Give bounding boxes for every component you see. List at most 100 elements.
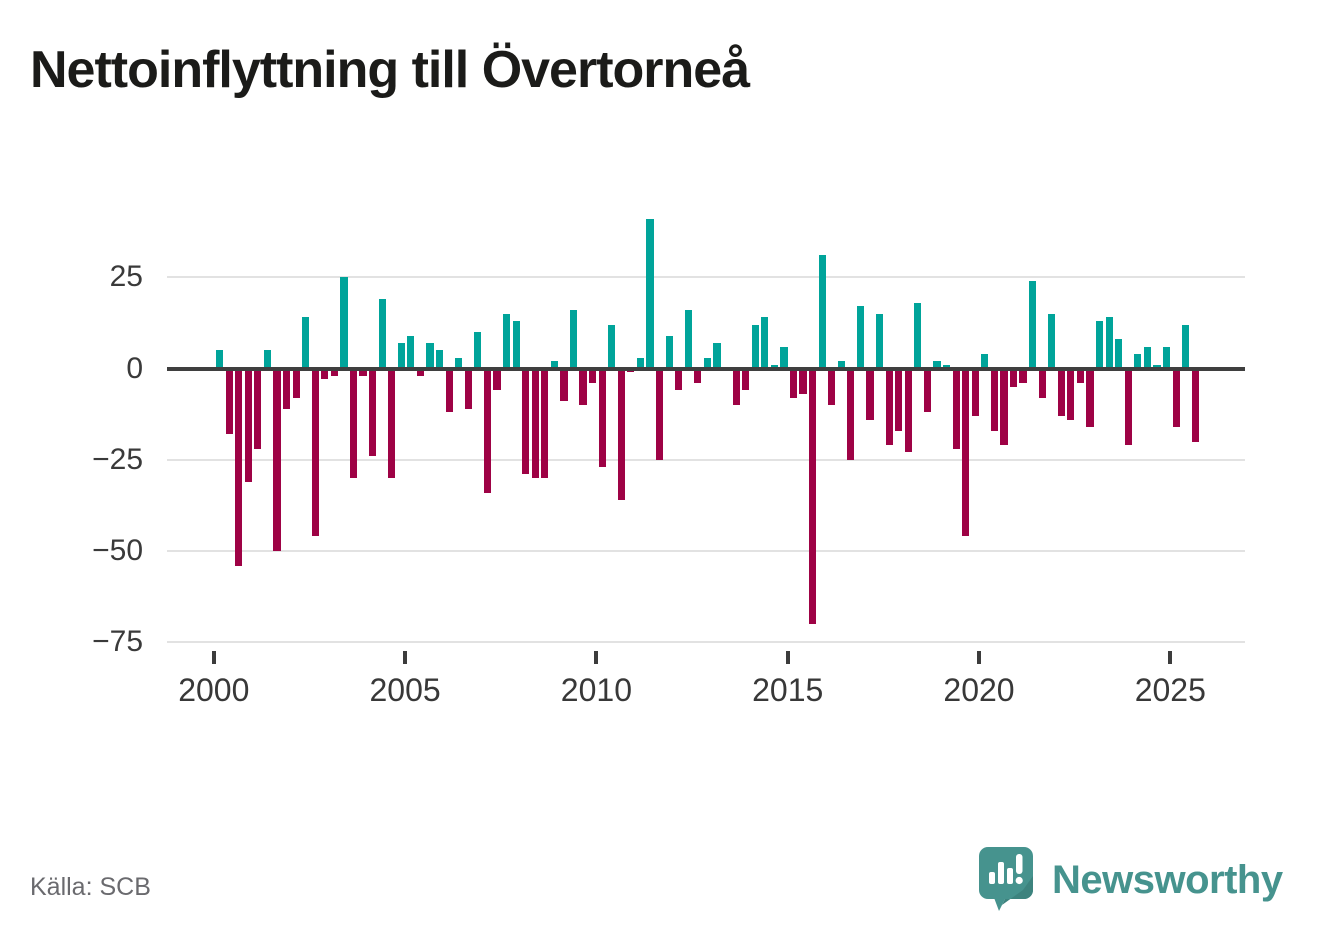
- bar-2020-Q1: [981, 353, 989, 369]
- zero-baseline: [167, 366, 1245, 371]
- bar-2023-Q1: [1095, 321, 1104, 369]
- bar-2013-Q3: [732, 368, 740, 406]
- bar-2002-Q3: [311, 368, 319, 537]
- y-axis-label-0: 0: [126, 351, 143, 385]
- x-axis-label-2020: 2020: [943, 672, 1015, 708]
- bar-2015-Q4: [818, 255, 826, 369]
- gridline-y-25: [167, 276, 1245, 279]
- bar-2003-Q3: [349, 368, 358, 479]
- bar-2024-Q1: [1134, 353, 1142, 369]
- bar-2005-Q3: [426, 342, 434, 369]
- bar-2012-Q1: [675, 368, 683, 391]
- bar-2001-Q3: [273, 368, 281, 552]
- bar-2000-Q3: [235, 368, 243, 566]
- y-axis-label--25: −25: [92, 442, 143, 476]
- bar-2009-Q3: [579, 368, 587, 406]
- bar-2007-Q2: [493, 368, 501, 391]
- bar-2022-Q4: [1086, 368, 1094, 427]
- bar-2020-Q2: [990, 368, 998, 431]
- bar-2014-Q4: [780, 346, 788, 369]
- gridline-y--50: [167, 550, 1245, 553]
- bar-2010-Q3: [617, 368, 625, 500]
- bar-2007-Q1: [483, 368, 491, 493]
- bar-2008-Q4: [550, 361, 558, 369]
- x-axis-tick-2025: [1168, 651, 1173, 664]
- bar-2005-Q4: [435, 350, 444, 369]
- bar-2013-Q1: [713, 342, 721, 369]
- bar-2000-Q1: [216, 350, 224, 369]
- bar-2006-Q2: [455, 357, 463, 369]
- gridline-y--75: [167, 641, 1245, 644]
- bar-2009-Q2: [569, 310, 578, 369]
- bar-2019-Q2: [952, 368, 960, 449]
- y-axis-label--50: −50: [92, 534, 143, 568]
- bar-2011-Q2: [646, 218, 654, 369]
- bar-2016-Q2: [837, 361, 845, 369]
- x-axis-label-2005: 2005: [369, 672, 441, 708]
- bar-2017-Q3: [885, 368, 893, 446]
- bar-2004-Q4: [397, 342, 405, 369]
- bar-2018-Q2: [914, 302, 922, 369]
- bar-2023-Q2: [1105, 317, 1113, 369]
- bar-2018-Q4: [933, 361, 941, 369]
- bar-2003-Q4: [359, 368, 367, 376]
- bar-2003-Q1: [330, 368, 338, 376]
- bar-2011-Q4: [665, 335, 673, 369]
- newsworthy-chart-bubble-icon: [979, 847, 1033, 911]
- bar-2021-Q3: [1038, 368, 1046, 398]
- bar-2014-Q2: [761, 317, 769, 369]
- x-axis-label-2010: 2010: [560, 672, 632, 708]
- bar-2021-Q1: [1019, 368, 1027, 384]
- bar-2011-Q1: [636, 357, 645, 369]
- bar-2012-Q2: [684, 310, 692, 369]
- bar-2017-Q2: [875, 313, 884, 369]
- bar-2011-Q3: [655, 368, 664, 460]
- x-axis-tick-2020: [977, 651, 981, 664]
- bar-2019-Q3: [962, 368, 970, 537]
- bar-2021-Q2: [1029, 280, 1037, 369]
- source-note: Källa: SCB: [30, 873, 151, 901]
- bar-2004-Q3: [388, 368, 396, 479]
- bar-2025-Q2: [1182, 324, 1190, 369]
- bar-2016-Q1: [828, 368, 836, 406]
- bar-2020-Q3: [1000, 368, 1008, 446]
- bar-2016-Q4: [856, 306, 865, 369]
- bar-2006-Q1: [445, 368, 453, 413]
- bar-2022-Q2: [1067, 368, 1075, 420]
- bar-2006-Q4: [474, 331, 482, 369]
- bar-2008-Q3: [541, 368, 549, 479]
- bar-2023-Q4: [1124, 368, 1132, 446]
- bar-2017-Q4: [895, 368, 903, 431]
- bar-2009-Q1: [560, 368, 568, 402]
- y-axis-label-25: 25: [109, 260, 143, 294]
- bar-2003-Q2: [340, 277, 348, 369]
- x-axis-label-2015: 2015: [752, 672, 824, 708]
- bar-2005-Q2: [416, 368, 425, 376]
- bar-2021-Q4: [1048, 313, 1056, 369]
- bar-2025-Q3: [1191, 368, 1199, 442]
- newsworthy-logo: Newsworthy: [978, 846, 1283, 914]
- bar-2019-Q4: [971, 368, 979, 416]
- bar-2005-Q1: [407, 335, 415, 369]
- chart-title: Nettoinflyttning till Övertorneå: [30, 41, 750, 99]
- bar-2000-Q2: [225, 368, 233, 435]
- bar-2023-Q3: [1115, 339, 1123, 369]
- x-axis-label-2025: 2025: [1134, 672, 1206, 708]
- bar-2008-Q1: [522, 368, 530, 475]
- bar-2018-Q1: [904, 368, 912, 453]
- y-axis-label--75: −75: [92, 625, 143, 659]
- bar-2022-Q3: [1076, 368, 1085, 384]
- x-axis-label-2000: 2000: [178, 672, 250, 708]
- bar-2012-Q4: [703, 357, 711, 369]
- bar-2017-Q1: [866, 368, 874, 420]
- bar-2015-Q3: [809, 368, 817, 625]
- bar-2024-Q2: [1143, 346, 1151, 369]
- bar-2001-Q4: [282, 368, 291, 409]
- bar-2015-Q2: [799, 368, 807, 395]
- bar-2002-Q4: [321, 368, 329, 380]
- bar-2001-Q1: [254, 368, 262, 449]
- gridline-y--25: [167, 458, 1245, 461]
- bar-2010-Q2: [608, 324, 616, 369]
- bar-2002-Q2: [302, 317, 310, 369]
